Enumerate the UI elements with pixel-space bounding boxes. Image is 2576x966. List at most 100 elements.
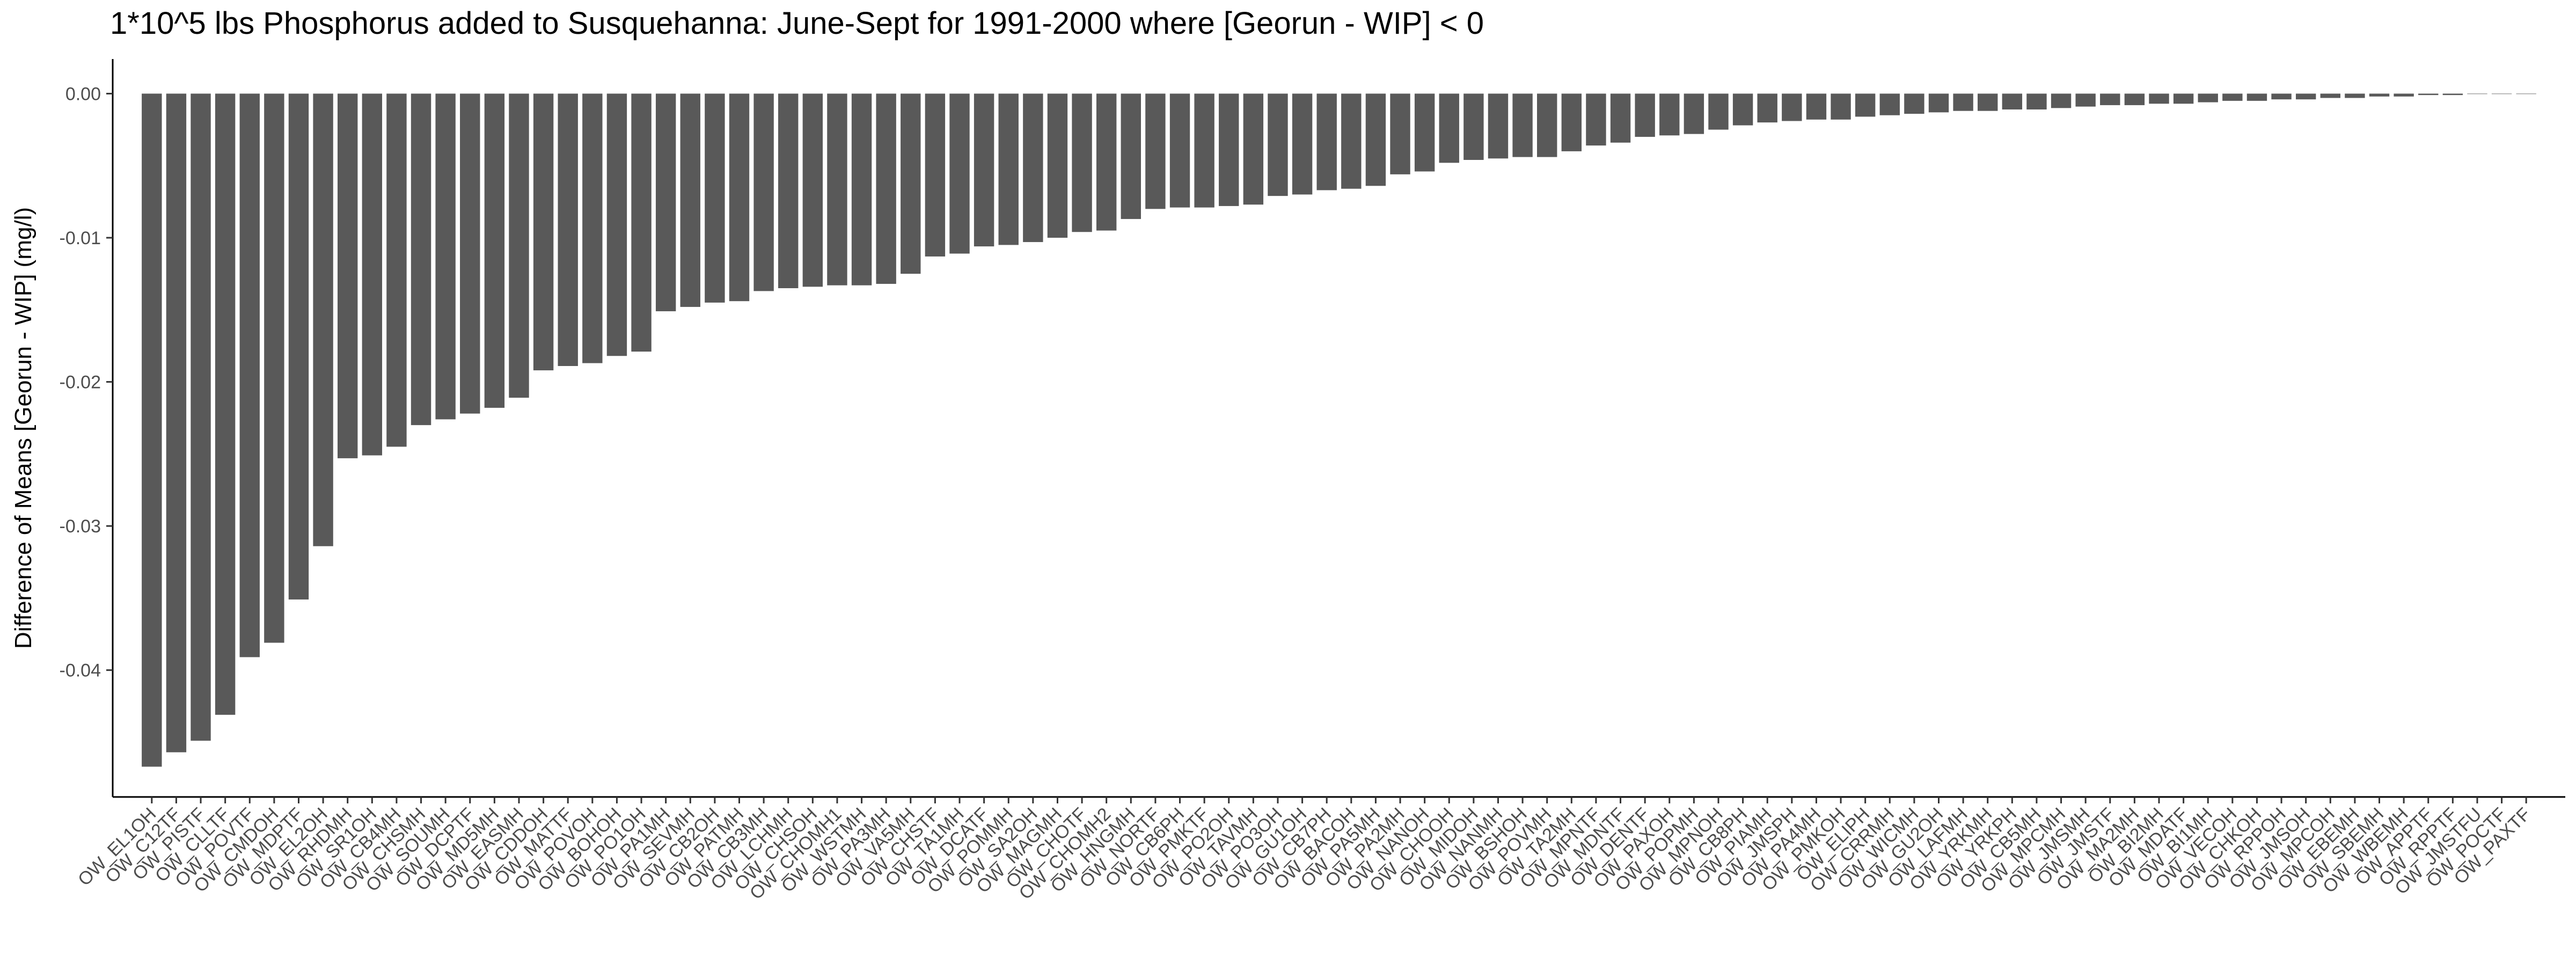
bar-OW_TAVMH <box>1243 93 1264 205</box>
bar-OW_PIAMH <box>1757 93 1777 123</box>
bar-OW_CHOOH <box>1439 93 1459 163</box>
bar-OW_CLLTF <box>215 93 236 715</box>
bar-OW_VA5MH <box>901 93 921 274</box>
bar-OW_SBEMH <box>2369 93 2390 97</box>
y-axis: 0.00 -0.01 -0.02 -0.03 -0.04 <box>60 59 114 797</box>
bar-OW_PATMH <box>729 93 750 302</box>
bar-OW_EL2OH <box>313 93 333 546</box>
bar-OW_POMMH <box>998 93 1019 245</box>
bar-OW_PA3MH <box>876 93 896 284</box>
bar-OW_CHSOH <box>802 93 823 287</box>
chart-title: 1*10^5 lbs Phosphorus added to Susquehan… <box>110 6 1484 41</box>
bar-OW_WSTMH <box>851 93 872 286</box>
bar-OW_PA5MH <box>1365 93 1386 186</box>
bar-OW_BOHOH <box>606 93 627 356</box>
bar-OW_MIDOH <box>1463 93 1484 160</box>
bar-OW_NANMH <box>1488 93 1509 159</box>
bar-OW_CHKOH <box>2246 93 2267 101</box>
bar-OW_C12TF <box>166 93 187 752</box>
bar-OW_CB2OH <box>705 93 725 303</box>
bar-OW_MD5MH <box>484 93 505 408</box>
bar-OW_CHSTF <box>925 93 946 257</box>
bar-OW_TA1MH <box>949 93 970 254</box>
bar-OW_MDNTF <box>1610 93 1631 143</box>
x-axis: OW_EL1OHOW_C12TFOW_PISTFOW_CLLTFOW_POVTF… <box>74 796 2565 904</box>
bar-OW_TA2MH <box>1561 93 1582 151</box>
bar-OW_PO2OH <box>1219 93 1239 206</box>
bar-OW_CB6PH <box>1169 93 1190 208</box>
bar-OW_MDATF <box>2173 93 2194 104</box>
bar-OW_PO1OH <box>631 93 652 352</box>
bar-OW_PAXTF <box>2516 93 2536 94</box>
bar-OW_PA1MH <box>655 93 676 311</box>
bar-OW_MA2MH <box>2124 93 2145 105</box>
bar-OW_DCATF <box>974 93 994 247</box>
y-tick-label: -0.04 <box>60 661 101 681</box>
bar-OW_GU1OH <box>1292 93 1313 195</box>
bar-OW_GU2OH <box>1928 93 1949 113</box>
bar-OW_CB4MH <box>386 93 407 447</box>
bar-OW_ELIPH <box>1855 93 1876 117</box>
bar-OW_VECOH <box>2222 93 2243 101</box>
bar-OW_EL1OH <box>142 93 162 767</box>
bar-OW_BACOH <box>1341 93 1362 189</box>
y-tick-label: 0.00 <box>65 84 101 104</box>
bar-OW_JMSMH <box>2075 93 2096 107</box>
y-tick-label: -0.03 <box>60 516 101 537</box>
bar-OW_CRRMH <box>1879 93 1900 115</box>
bar-OW_PAXOH <box>1659 93 1680 136</box>
bar-OW_YRKMH <box>1978 93 1998 111</box>
bar-OW_JMSOH <box>2295 93 2316 100</box>
bar-OW_PA2MH <box>1390 93 1410 174</box>
bar-OW_SA2OH <box>1023 93 1043 243</box>
bar-OW_PA4MH <box>1806 93 1827 120</box>
bar-OW_DENTF <box>1635 93 1655 137</box>
bar-OW_MAGMH <box>1047 93 1068 238</box>
bars-group <box>142 93 2536 767</box>
bar-OW_POVTF <box>239 93 260 657</box>
bar-OW_WBEMH <box>2394 93 2414 97</box>
bar-OW_CHOMH1 <box>827 93 847 286</box>
y-tick-label: -0.02 <box>60 372 101 393</box>
bar-OW_PMKOH <box>1831 93 1851 120</box>
bar-OW_PISTF <box>191 93 211 741</box>
bar-OW_JMSTF <box>2100 93 2120 105</box>
bar-OW_POVMH <box>1537 93 1557 157</box>
bar-OW_CB3MH <box>753 93 774 291</box>
bar-OW_POPMH <box>1684 93 1704 134</box>
bar-OW_POVOH <box>582 93 603 363</box>
bar-OW_SR1OH <box>362 93 383 456</box>
bar-OW_MPCMH <box>2051 93 2072 108</box>
bar-OW_NORTF <box>1145 93 1166 209</box>
bar-OW_SEVMH <box>680 93 700 307</box>
bar-OW_CB8PH <box>1732 93 1753 126</box>
bar-OW_CHOTF <box>1072 93 1092 232</box>
bar-OW_RPPTF <box>2442 93 2463 96</box>
bar-OW_CB5MH <box>2026 93 2047 109</box>
bar-OW_LCHMH <box>778 93 799 288</box>
bar-OW_RPPOH <box>2271 93 2292 100</box>
bar-OW_RHDMH <box>338 93 358 458</box>
bar-OW_SOUMH <box>435 93 456 420</box>
bar-OW_PMKTF <box>1194 93 1214 208</box>
bar-OW_APPTF <box>2418 93 2439 96</box>
bar-OW_MPNOH <box>1708 93 1729 130</box>
bar-OW_JMSTFU <box>2467 93 2487 94</box>
bar-OW_CHOMH2 <box>1096 93 1117 231</box>
bar-OW_MDPTF <box>288 93 309 600</box>
y-tick-label: -0.01 <box>60 228 101 248</box>
bar-OW_JMSPH <box>1782 93 1802 121</box>
bar-OW_CB7PH <box>1316 93 1337 191</box>
bar-OW_EASMH <box>509 93 529 398</box>
bar-OW_HNGMH <box>1121 93 1141 219</box>
bar-OW_EBEMH <box>2345 93 2365 98</box>
bar-OW_YRKPH <box>2002 93 2023 109</box>
bar-OW_MPCOH <box>2320 93 2340 98</box>
bar-OW_BI1MH <box>2198 93 2218 103</box>
bar-OW_WICMH <box>1904 93 1924 114</box>
bar-OW_CHSMH <box>411 93 431 426</box>
bar-OW_NANOH <box>1414 93 1435 172</box>
bar-OW_POCTF <box>2491 93 2512 94</box>
bar-OW_CMDOH <box>264 93 284 643</box>
